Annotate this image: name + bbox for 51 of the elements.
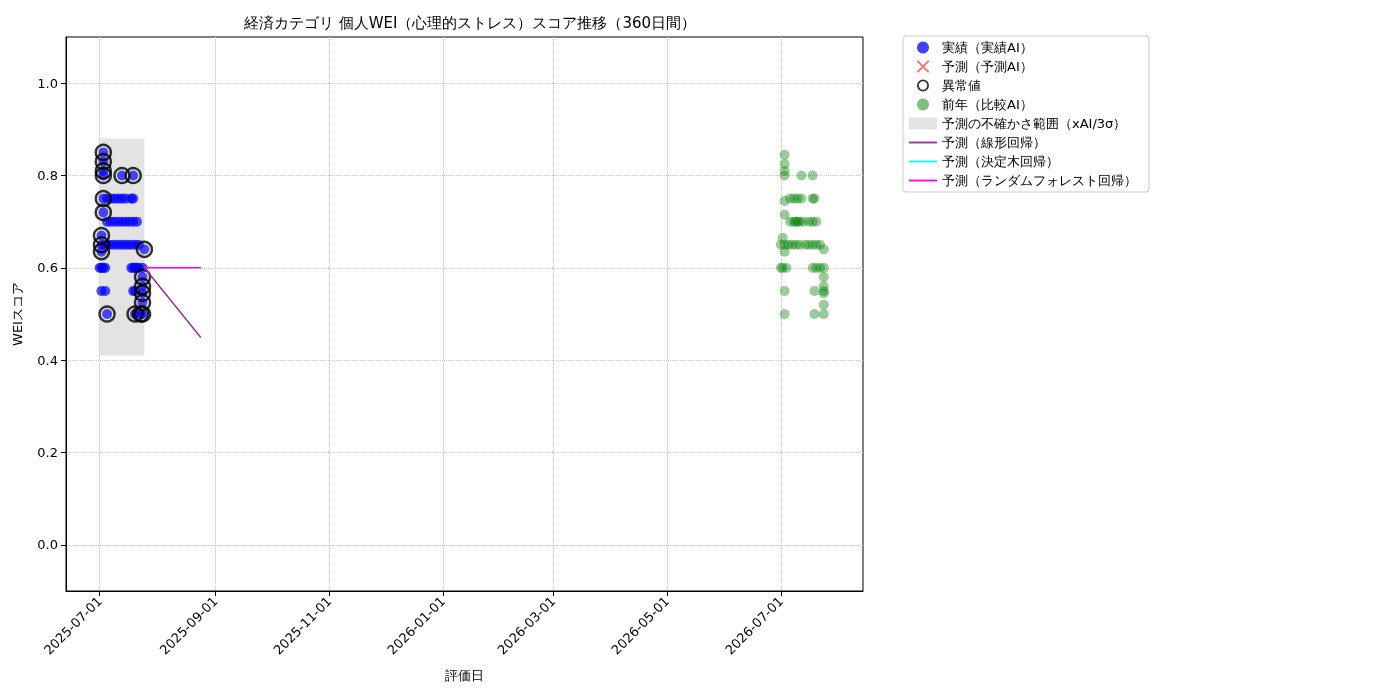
point [818,309,829,319]
point [818,272,829,283]
point [779,209,790,220]
point [113,166,131,185]
point [94,189,113,208]
point [133,284,152,302]
legend-label: 予測（線形回帰） [942,135,1046,150]
y-tick-label: 0.8 [37,168,58,183]
legend-label: 予測の不確かさ範囲（xAI/3σ） [942,116,1127,131]
point [94,203,113,222]
point [818,244,829,255]
x-axis-title: 評価日 [445,668,484,683]
point [98,305,116,323]
point [94,152,113,171]
point [94,162,113,180]
legend-label: 前年（比較AI） [942,97,1033,112]
point [809,309,820,319]
y-tick-label: 0.6 [37,260,58,276]
y-axis-title: WEIスコア [10,282,25,346]
point [92,226,111,245]
y-tick-label: 0.4 [37,352,58,368]
point [796,193,807,204]
legend-label: 実績（実績AI） [942,40,1033,55]
legend-label: 予測（決定木回帰） [942,154,1059,169]
point [94,166,113,185]
point [94,143,113,162]
point [779,285,790,296]
point [781,262,792,273]
legend-label: 予測（ランダムフォレスト回帰） [942,173,1137,188]
point [809,285,820,296]
point [133,277,152,296]
legend-label: 異常値 [942,78,981,93]
chart-title: 経済カテゴリ 個人WEI（心理的ストレス）スコア推移（360日間） [242,13,697,32]
y-tick-label: 0.2 [37,445,58,460]
y-tick-label: 1.0 [37,75,58,91]
point [779,149,790,160]
point [124,166,142,185]
point [133,293,152,312]
point [818,299,829,310]
point [126,305,144,323]
point [135,240,154,259]
point [92,236,111,254]
point [779,170,790,181]
legend-label: 予測（予測AI） [942,59,1033,74]
point [796,170,807,181]
point [807,170,818,181]
point [811,216,822,227]
point [779,309,790,319]
point [92,242,111,261]
point [779,246,790,257]
y-tick-label: 0.0 [37,537,58,553]
